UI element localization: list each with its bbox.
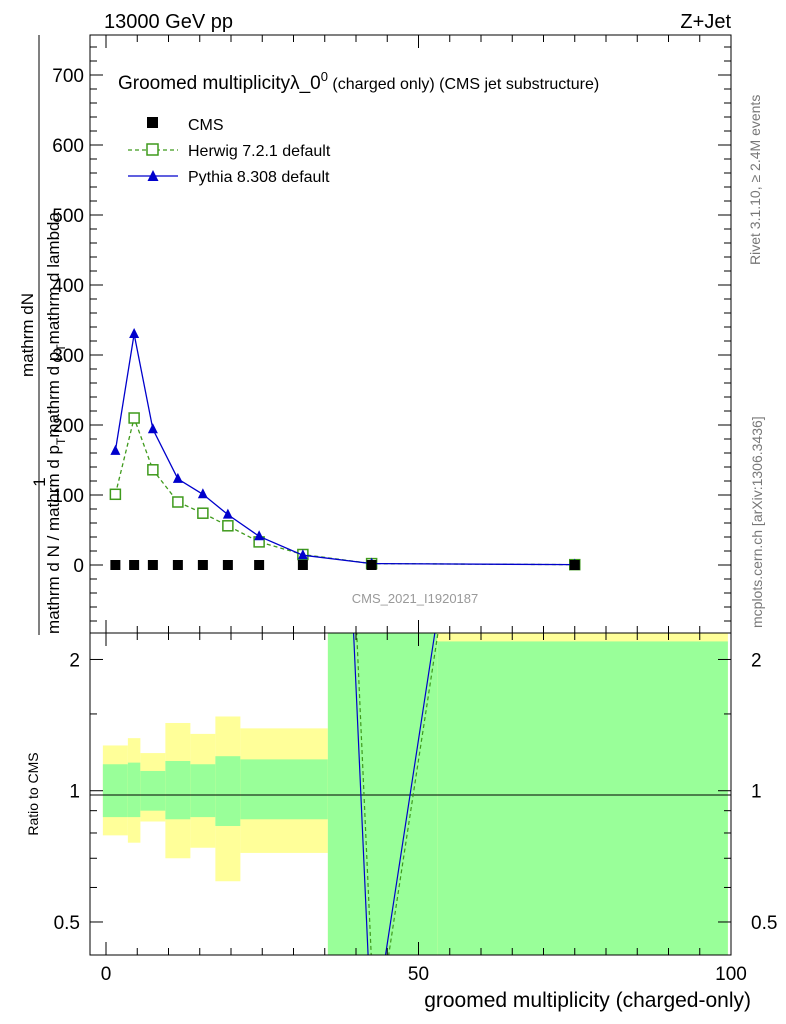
ratio-band-green bbox=[190, 764, 216, 818]
ratio-y-ticks: 0.5 0.5 1 1 2 2 bbox=[54, 650, 778, 934]
ratio-band-green bbox=[140, 770, 166, 811]
data-point-cms bbox=[129, 560, 140, 570]
main-frame bbox=[89, 34, 732, 634]
data-point-pythia bbox=[129, 328, 140, 338]
y-label-numerator: mathrm dN bbox=[18, 293, 37, 377]
legend-marker-cms bbox=[147, 117, 158, 128]
data-point-herwig bbox=[128, 412, 140, 424]
ratio-plot: 0.5 0.5 1 1 2 2 0 50 100 Ratio to CMS groomed m… bbox=[25, 632, 778, 1012]
data-point-cms bbox=[569, 560, 580, 570]
ratio-tick-label: 1 bbox=[69, 782, 80, 803]
main-plot: 0 100 200 300 400 500 600 700 Groomed multiplic… bbox=[52, 34, 732, 634]
x-axis-label: groomed multiplicity (charged-only) bbox=[424, 989, 751, 1012]
ratio-lines bbox=[352, 633, 439, 955]
data-point-pythia bbox=[222, 508, 233, 519]
ratio-band-green bbox=[240, 759, 328, 820]
y-tick-label: 200 bbox=[52, 416, 84, 437]
legend-label-herwig: Herwig 7.2.1 default bbox=[188, 143, 331, 160]
y-tick-label: 500 bbox=[52, 206, 84, 227]
data-point-herwig bbox=[222, 520, 234, 532]
main-y-ticks: 0 100 200 300 400 500 600 700 bbox=[52, 35, 732, 633]
source-label: mcplots.cern.ch [arXiv:1306.3436] bbox=[749, 416, 765, 628]
ratio-band-green bbox=[102, 764, 128, 818]
y-label-den-c: mathrm d lambda bbox=[44, 212, 63, 345]
data-point-pythia bbox=[147, 423, 158, 434]
ratio-band-green bbox=[165, 760, 191, 820]
series-line-herwig bbox=[114, 415, 575, 566]
ratio-band-green bbox=[215, 756, 241, 827]
data-point-herwig bbox=[147, 464, 159, 476]
y-tick-label: 100 bbox=[52, 486, 84, 507]
legend-marker-pythia bbox=[147, 170, 159, 181]
data-point-pythia bbox=[172, 472, 183, 483]
x-tick-label: 50 bbox=[408, 964, 429, 985]
legend-label-cms: CMS bbox=[188, 117, 224, 134]
y-tick-label: 400 bbox=[52, 276, 84, 297]
ratio-frame bbox=[89, 632, 732, 956]
analysis-id: CMS_2021_I1920187 bbox=[352, 591, 479, 606]
plot-title: Groomed multiplicityλ_00 (charged only) … bbox=[118, 69, 599, 94]
data-point-cms bbox=[297, 560, 308, 570]
data-point-herwig bbox=[109, 488, 122, 501]
y-tick-label: 600 bbox=[52, 136, 84, 157]
ratio-tick-label: 0.5 bbox=[54, 913, 80, 934]
x-tick-label: 100 bbox=[715, 964, 747, 985]
main-series bbox=[109, 328, 581, 571]
x-ticks: 0 50 100 bbox=[101, 633, 747, 985]
energy-label: 13000 GeV pp bbox=[104, 11, 233, 33]
data-point-cms bbox=[222, 560, 233, 570]
ratio-tick-label-right: 2 bbox=[751, 650, 762, 671]
plot-title-note: (charged only) (CMS jet substructure) bbox=[328, 76, 599, 93]
x-tick-label: 0 bbox=[101, 964, 112, 985]
ratio-band-green bbox=[327, 633, 438, 955]
data-point-herwig bbox=[197, 507, 209, 519]
data-point-cms bbox=[254, 560, 265, 570]
legend: CMS Herwig 7.2.1 default Pythia 8.308 de… bbox=[128, 117, 331, 186]
series-line-pythia bbox=[114, 333, 575, 566]
data-point-cms bbox=[172, 560, 183, 570]
y-tick-label: 300 bbox=[52, 346, 84, 367]
data-point-pythia bbox=[197, 488, 208, 499]
data-point-cms bbox=[366, 560, 377, 570]
process-label: Z+Jet bbox=[680, 11, 731, 33]
data-point-herwig bbox=[172, 496, 184, 508]
ratio-tick-label: 2 bbox=[69, 650, 80, 671]
plot-title-sup: 0 bbox=[321, 69, 328, 84]
ratio-tick-label-right: 1 bbox=[751, 782, 762, 803]
y-label-den-t: T bbox=[54, 437, 68, 445]
data-point-cms bbox=[147, 560, 158, 570]
data-point-pythia bbox=[297, 549, 308, 560]
ratio-bands bbox=[102, 633, 728, 955]
data-point-cms bbox=[197, 560, 208, 570]
ratio-tick-label-right: 0.5 bbox=[751, 913, 777, 934]
ratio-y-label: Ratio to CMS bbox=[25, 752, 41, 835]
data-point-cms bbox=[110, 560, 121, 570]
rivet-label: Rivet 3.1.10, ≥ 2.4M events bbox=[747, 95, 763, 265]
plot-title-main: Groomed multiplicityλ_0 bbox=[118, 73, 321, 94]
ratio-line-pythia bbox=[352, 633, 436, 955]
ratio-band-green bbox=[127, 762, 141, 818]
legend-marker-herwig bbox=[146, 143, 159, 156]
y-label-den-b: mathrm d p bbox=[44, 352, 63, 438]
ratio-band-green bbox=[437, 641, 728, 955]
legend-label-pythia: Pythia 8.308 default bbox=[188, 169, 330, 186]
main-y-axis-label: mathrm dN 1 mathrm d N / mathrm d pTmath… bbox=[18, 35, 68, 635]
y-tick-label: 700 bbox=[52, 66, 84, 87]
y-label-den-a: mathrm d N / mathrm d p bbox=[44, 445, 63, 634]
y-label-denominator: mathrm d N / mathrm d pTmathrm d pTmathr… bbox=[44, 212, 68, 634]
data-point-pythia bbox=[254, 530, 265, 541]
y-label-den-t2: T bbox=[54, 344, 68, 352]
y-tick-label: 0 bbox=[73, 556, 84, 577]
data-point-pythia bbox=[110, 444, 121, 455]
